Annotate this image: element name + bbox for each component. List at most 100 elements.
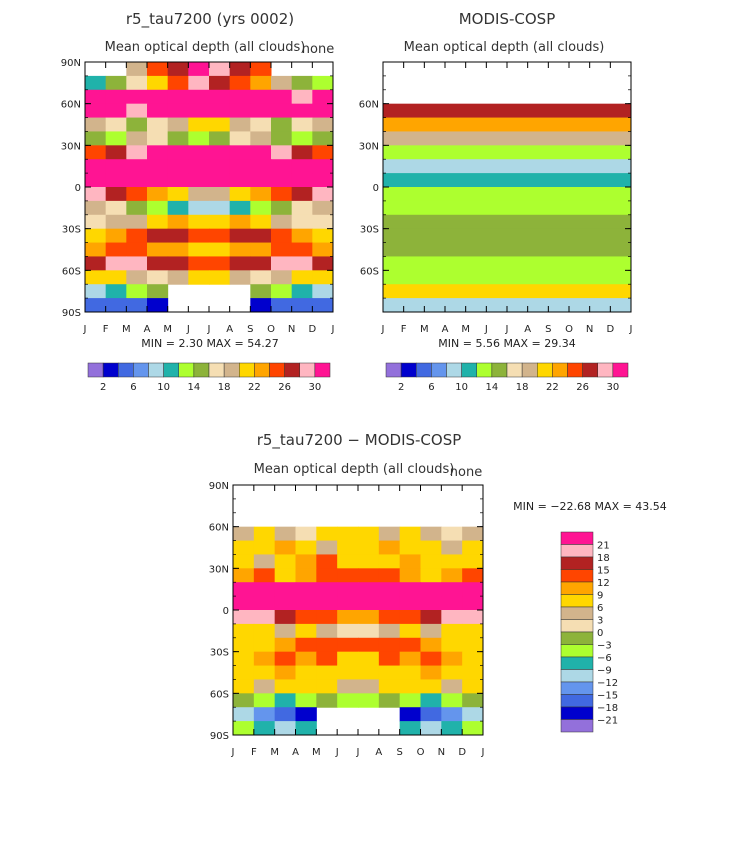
heatmap-cell [147, 242, 169, 257]
heatmap-cell [126, 187, 148, 202]
colorbar-swatch [87, 362, 104, 378]
heatmap-cell [147, 173, 169, 188]
heatmap-cell [209, 159, 231, 174]
heatmap-cell [209, 173, 231, 188]
colorbar-swatch [552, 362, 568, 378]
heatmap-cell [229, 75, 251, 91]
heatmap-cell [250, 187, 272, 202]
heatmap-cell [188, 117, 210, 132]
heatmap-cell [126, 270, 148, 285]
heatmap-cell [358, 554, 380, 569]
heatmap-cell [441, 596, 463, 611]
heatmap-cell [147, 89, 169, 105]
heatmap-cell [291, 103, 313, 119]
heatmap-cell [420, 693, 442, 708]
heatmap-cell [291, 117, 313, 132]
heatmap-cell [253, 554, 276, 569]
colorbar-swatch [560, 606, 594, 620]
heatmap-cell [441, 568, 463, 583]
heatmap-cell [291, 173, 313, 188]
colorbar-swatch [269, 362, 285, 378]
zonal-band [383, 200, 631, 216]
heatmap-cell [126, 214, 148, 230]
heatmap-cell [253, 582, 276, 597]
heatmap-cell [399, 582, 421, 597]
x-tick-label: O [267, 324, 275, 335]
x-tick-label: J [481, 747, 485, 758]
heatmap-cell [337, 540, 359, 555]
heatmap-cell [295, 554, 317, 569]
colorbar-label: −12 [597, 678, 618, 689]
heatmap-cell [399, 665, 421, 680]
colorbar-label: 14 [486, 382, 499, 393]
heatmap-cell [250, 270, 272, 285]
x-tick-label: S [545, 324, 551, 335]
colorbar-label: 26 [278, 382, 291, 393]
heatmap-cell [85, 298, 107, 313]
colorbar-label: 30 [309, 382, 322, 393]
heatmap-cell [274, 623, 296, 639]
heatmap-cell [358, 568, 380, 583]
heatmap-cell [126, 159, 148, 174]
heatmap-cell [105, 103, 127, 119]
heatmap-cell [126, 103, 148, 119]
heatmap-cell [229, 200, 251, 216]
heatmap-cell [358, 582, 380, 597]
heatmap-cell [147, 117, 169, 132]
heatmap-cell [274, 582, 296, 597]
heatmap-cell [274, 554, 296, 569]
heatmap-cell [250, 256, 272, 271]
heatmap-cell [274, 651, 296, 667]
colorbar-swatch [239, 362, 255, 378]
heatmap-cell [167, 242, 189, 257]
heatmap-cell [316, 526, 338, 542]
heatmap-cell [420, 582, 442, 597]
y-tick-label: 60S [210, 689, 229, 700]
heatmap-cell [316, 610, 338, 625]
heatmap-cell [271, 173, 293, 188]
heatmap-cell [105, 117, 127, 132]
zonal-band [383, 270, 631, 285]
x-tick-label: M [312, 747, 321, 758]
heatmap-cell [105, 242, 127, 257]
heatmap-cell [250, 159, 272, 174]
colorbar-swatch [491, 362, 508, 378]
heatmap-cell [250, 228, 272, 244]
heatmap-cell [167, 145, 189, 160]
heatmap-cell [105, 228, 127, 244]
heatmap-cell [167, 117, 189, 132]
zonal-band [383, 228, 631, 244]
heatmap-cell [312, 187, 334, 202]
model-stats: MIN = 2.30 MAX = 54.27 [141, 337, 278, 350]
heatmap-cell [85, 228, 107, 244]
obs-title: MODIS-COSP [459, 10, 556, 28]
heatmap-cell [462, 665, 484, 680]
heatmap-cell [274, 637, 296, 653]
y-tick-label: 90S [210, 731, 229, 742]
heatmap-cell [147, 284, 169, 299]
heatmap-cell [399, 610, 421, 625]
heatmap-cell [167, 75, 189, 91]
obs-stats: MIN = 5.56 MAX = 29.34 [438, 337, 575, 350]
x-tick-label: M [420, 324, 429, 335]
heatmap-cell [358, 623, 380, 639]
heatmap-cell [85, 270, 107, 285]
colorbar-swatch [506, 362, 523, 378]
heatmap-cell [399, 693, 421, 708]
colorbar-swatch [560, 694, 594, 708]
heatmap-cell [420, 568, 442, 583]
heatmap-cell [209, 214, 231, 230]
heatmap-cell [399, 623, 421, 639]
heatmap-cell [85, 131, 107, 146]
x-tick-label: M [270, 747, 279, 758]
heatmap-cell [188, 256, 210, 271]
panel-model: r5_tau7200 (yrs 0002) Mean optical depth… [61, 10, 335, 393]
heatmap-cell [274, 665, 296, 680]
heatmap-cell [147, 214, 169, 230]
heatmap-cell [316, 568, 338, 583]
heatmap-cell [441, 707, 463, 722]
heatmap-cell [295, 540, 317, 555]
heatmap-cell [274, 679, 296, 694]
zonal-band [383, 242, 631, 257]
heatmap-cell [337, 623, 359, 639]
